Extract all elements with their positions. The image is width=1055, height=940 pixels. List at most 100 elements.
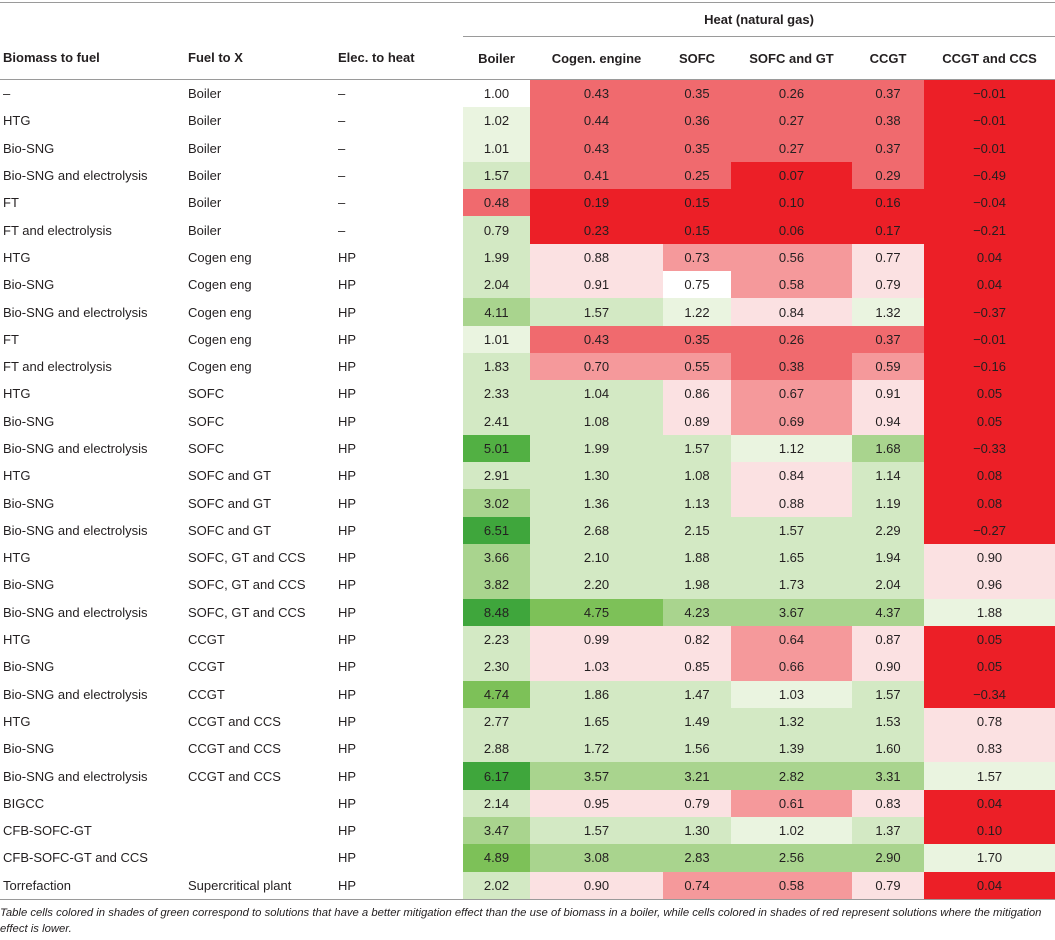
value-cell: 0.44 (530, 107, 663, 135)
value-cell: 0.82 (663, 625, 731, 654)
value-cell: −0.01 (924, 134, 1055, 162)
table-row: – Boiler – 1.00 0.43 0.35 0.26 0.37 −0.01 (0, 79, 1055, 108)
value-cell: −0.21 (924, 216, 1055, 244)
cell-biomass-to-fuel: Bio-SNG (3, 659, 55, 675)
value-cell: 1.83 (463, 352, 530, 381)
cell-biomass-to-fuel: – (3, 86, 11, 102)
cell-elec-to-heat: HP (335, 871, 463, 900)
cell-elec-to-heat: HP (338, 604, 357, 620)
value-cell: 0.58 (731, 271, 852, 299)
column-header: SOFC and GT (731, 36, 852, 80)
value-cell: 1.86 (530, 680, 663, 708)
table-row: HTG SOFC, GT and CCS HP 3.66 2.10 1.88 1.65 1.9… (0, 544, 1055, 572)
cell-biomass-to-fuel: Bio-SNG and electrolysis (3, 522, 148, 538)
value-cell: 0.89 (663, 407, 731, 435)
cell-elec-to-heat: HP (338, 359, 357, 375)
value-cell: 0.43 (530, 134, 663, 162)
value-cell: 0.84 (731, 462, 852, 490)
cell-fuel-to-x: Cogen eng (188, 304, 252, 320)
cell-biomass-to-fuel: Bio-SNG (3, 577, 55, 593)
cell-fuel-to-x (185, 817, 335, 844)
value-cell: 1.30 (530, 462, 663, 490)
cell-elec-to-heat: HP (338, 768, 357, 784)
table-row: HTG Boiler – 1.02 0.44 0.36 0.27 0.38 −0.01 (0, 107, 1055, 135)
value-cell: 2.10 (530, 544, 663, 572)
value-cell: 0.35 (663, 134, 731, 162)
value-cell: 1.00 (463, 79, 530, 108)
value-cell: 0.05 (924, 380, 1055, 408)
value-cell: 0.27 (731, 134, 852, 162)
table-row: HTG SOFC and GT HP 2.91 1.30 1.08 0.84 1.14 0.08 (0, 462, 1055, 490)
value-cell: 0.16 (852, 189, 924, 217)
table-row: HTG Cogen eng HP 1.99 0.88 0.73 0.56 0.77 0.04 (0, 243, 1055, 272)
cell-fuel-to-x: SOFC, GT and CCS (188, 550, 306, 566)
table-row: Bio-SNG and electrolysis CCGT and CCS HP 6.… (0, 762, 1055, 790)
table-row: Bio-SNG SOFC, GT and CCS HP 3.82 2.20 1.98 1.7… (0, 571, 1055, 599)
value-cell: 2.82 (731, 762, 852, 790)
cell-fuel-to-x: Boiler (188, 86, 222, 102)
cell-fuel-to-x (185, 844, 335, 871)
value-cell: 3.02 (463, 489, 530, 517)
value-cell: 1.13 (663, 489, 731, 517)
value-cell: 1.32 (852, 298, 924, 326)
value-cell: 0.85 (663, 653, 731, 681)
table-row: Bio-SNG and electrolysis Boiler –1.57 0.41 0… (0, 161, 1055, 190)
value-cell: 4.75 (530, 598, 663, 626)
cell-elec-to-heat: HP (338, 495, 357, 511)
value-cell: 1.53 (852, 707, 924, 736)
value-cell: 3.82 (463, 571, 530, 599)
value-cell: 0.37 (852, 134, 924, 162)
column-header: Elec. to heat (335, 36, 463, 80)
value-cell: 0.05 (924, 407, 1055, 435)
value-cell: 0.48 (463, 189, 530, 217)
table-row: CFB-SOFC-GT and CCS HP 4.89 3.08 2.83 2.56 2.9… (0, 844, 1055, 872)
value-cell: 1.98 (663, 571, 731, 599)
table-row: HTG SOFC HP 2.33 1.04 0.86 0.67 0.91 0.05 (0, 380, 1055, 408)
value-cell: 0.36 (663, 107, 731, 135)
cell-biomass-to-fuel: CFB-SOFC-GT and CCS (3, 850, 148, 866)
cell-elec-to-heat: HP (338, 659, 357, 675)
cell-biomass-to-fuel: HTG (3, 113, 31, 129)
value-cell: −0.16 (924, 352, 1055, 381)
cell-biomass-to-fuel: HTG (3, 550, 31, 566)
value-cell: 0.06 (731, 216, 852, 244)
cell-elec-to-heat: – (338, 222, 346, 238)
group-header-spacer (0, 2, 463, 37)
value-cell: 2.04 (463, 271, 530, 299)
value-cell: 0.26 (731, 325, 852, 353)
value-cell: 2.77 (463, 707, 530, 736)
column-header: Cogen. engine (530, 36, 663, 80)
column-header-row: Biomass to fuel Fuel to X Elec. to heat Boi… (0, 36, 1055, 80)
cell-elec-to-heat: HP (338, 413, 357, 429)
cell-elec-to-heat: – (338, 86, 346, 102)
value-cell: 0.70 (530, 352, 663, 381)
value-cell: 0.88 (530, 243, 663, 272)
value-cell: 1.36 (530, 489, 663, 517)
cell-fuel-to-x: Cogen eng (188, 249, 252, 265)
value-cell: 0.59 (852, 352, 924, 381)
cell-elec-to-heat: HP (338, 468, 357, 484)
value-cell: 0.90 (852, 653, 924, 681)
cell-fuel-to-x: SOFC (188, 441, 225, 456)
value-cell: 0.90 (530, 871, 663, 900)
value-cell: 1.04 (530, 380, 663, 408)
cell-fuel-to-x: CCGT (188, 632, 225, 648)
cell-fuel-to-x: CCGT (188, 686, 225, 702)
column-header: CCGT (852, 36, 924, 80)
table-row: BIGCC HP 2.14 0.95 0.79 0.61 0.83 0.04 (0, 789, 1055, 818)
value-cell: 4.89 (463, 844, 530, 872)
value-cell: 0.84 (731, 298, 852, 326)
value-cell: 1.30 (663, 817, 731, 845)
cell-elec-to-heat: HP (338, 741, 357, 757)
value-cell: 1.65 (731, 544, 852, 572)
value-cell: 1.37 (852, 817, 924, 845)
value-cell: 0.64 (731, 625, 852, 654)
value-cell: 0.73 (663, 243, 731, 272)
value-cell: 0.90 (924, 544, 1055, 572)
table-row: Bio-SNG SOFC and GT HP 3.02 1.36 1.13 0.88 1.19… (0, 489, 1055, 517)
cell-elec-to-heat: HP (338, 850, 357, 866)
cell-elec-to-heat: HP (338, 386, 357, 402)
table-row: Bio-SNG CCGT HP 2.30 1.03 0.85 0.66 0.90 0.05 (0, 653, 1055, 681)
column-header: Boiler (463, 36, 530, 80)
cell-biomass-to-fuel: BIGCC (3, 795, 45, 811)
